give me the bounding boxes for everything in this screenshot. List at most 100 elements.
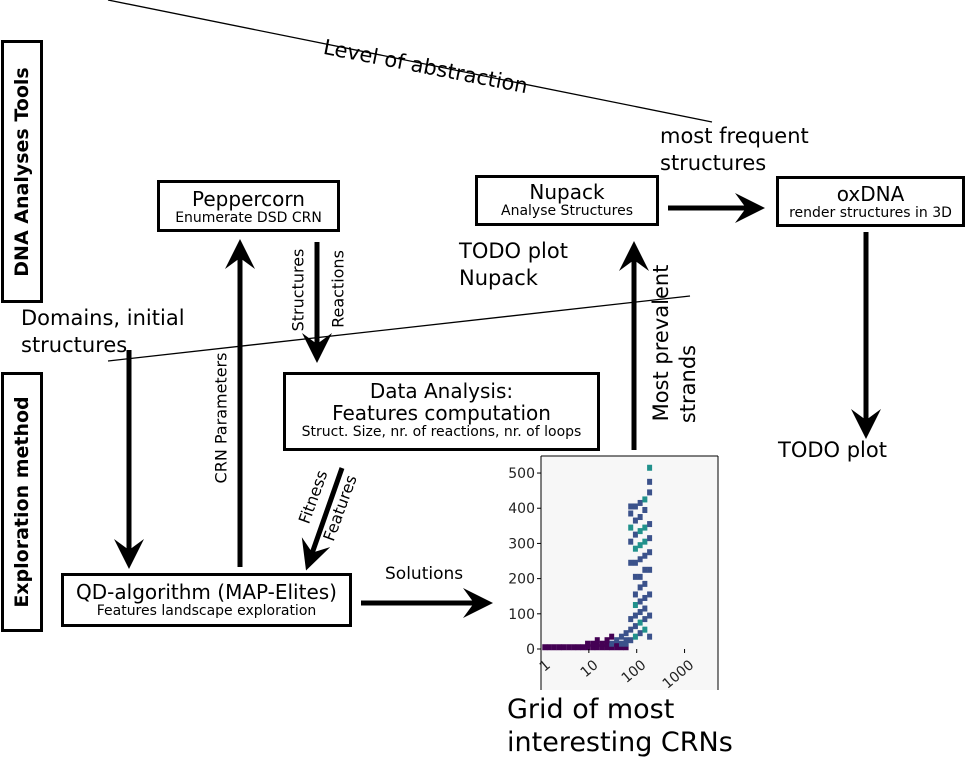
heatmap-cell [637, 619, 643, 626]
heatmap-cell [632, 612, 638, 619]
heatmap-cell [632, 633, 638, 640]
heatmap-cell [637, 573, 643, 580]
heatmap-cell [632, 531, 638, 538]
heatmap-cell [637, 598, 643, 605]
heatmap-cell [637, 556, 643, 563]
y-tick-label: 100 [508, 607, 535, 623]
y-tick-label: 200 [508, 572, 535, 588]
heatmap-cell [566, 644, 572, 651]
heatmap-cell [637, 584, 643, 591]
heatmap-cell [642, 506, 648, 513]
heatmap-cell [561, 644, 567, 651]
abstraction-line [107, 0, 713, 123]
heatmap-cell [637, 499, 643, 506]
heatmap-cell [642, 496, 648, 503]
heatmap-cell [585, 644, 591, 651]
heatmap-cell [632, 545, 638, 552]
heatmap-cell [609, 640, 615, 647]
heatmap-cell [647, 478, 653, 485]
heatmap-cell [623, 644, 629, 651]
heatmap-cell [642, 524, 648, 531]
heatmap-cell [628, 503, 634, 510]
heatmap-cell [571, 644, 577, 651]
oxdna-subtitle: render structures in 3D [789, 205, 952, 221]
heatmap-cell [546, 644, 552, 651]
y-tick-label: 500 [508, 466, 535, 482]
heatmap-cell [632, 517, 638, 524]
heatmap-cell [618, 640, 624, 647]
heatmap-cell [642, 580, 648, 587]
heatmap-cell [642, 605, 648, 612]
heatmap-cell [599, 640, 605, 647]
most-frequent-label-2: structures [660, 151, 767, 175]
heatmap-cell [594, 644, 600, 651]
heatmap-cell [632, 623, 638, 630]
heatmap-cell [556, 644, 562, 651]
heatmap-cell [647, 489, 653, 496]
y-tick-label: 0 [526, 642, 535, 658]
analysis-title-2: Features computation [332, 401, 551, 425]
heatmap-cell [604, 640, 610, 647]
heatmap-cell [585, 640, 591, 647]
heatmap-cell [623, 630, 629, 637]
heatmap-cell [637, 528, 643, 535]
heatmap-cell [614, 644, 620, 651]
heatmap-cell [580, 644, 586, 651]
heatmap-cell [623, 637, 629, 644]
heatmap-cell [632, 573, 638, 580]
peppercorn-box: Peppercorn Enumerate DSD CRN [157, 180, 340, 232]
heatmap-cell [642, 552, 648, 559]
heatmap-cell [623, 640, 629, 647]
heatmap-cell [628, 637, 634, 644]
nupack-subtitle: Analyse Structures [501, 203, 633, 219]
heatmap-cell [542, 644, 548, 651]
heatmap-cell [632, 503, 638, 510]
heatmap-cell [647, 566, 653, 573]
domains-label-1: Domains, initial [21, 306, 185, 330]
heatmap-cell [575, 644, 581, 651]
heatmap-cell [642, 594, 648, 601]
heatmap-cell [614, 637, 620, 644]
heatmap-cell [609, 644, 615, 651]
heatmap-cell [632, 591, 638, 598]
heatmap-cell [628, 626, 634, 633]
todo-nupack-label-1: TODO plot [459, 239, 568, 263]
heatmap-cell [637, 514, 643, 521]
solutions-label: Solutions [385, 564, 464, 584]
method-panel: Exploration method [1, 372, 43, 632]
tools-panel: DNA Analyses Tools [1, 40, 43, 303]
qd-title: QD-algorithm (MAP-Elites) [76, 580, 337, 604]
heatmap-cell [647, 464, 653, 471]
chart-plot-area [541, 456, 718, 690]
peppercorn-subtitle: Enumerate DSD CRN [175, 210, 322, 226]
heatmap-cell [632, 602, 638, 609]
heatmap-cell [647, 591, 653, 598]
y-tick-label: 400 [508, 501, 535, 517]
nupack-box: Nupack Analyse Structures [475, 175, 659, 226]
separator-line [107, 295, 691, 362]
todo-nupack-label-2: Nupack [459, 266, 538, 290]
heatmap-cell [628, 524, 634, 531]
heatmap-cell [647, 549, 653, 556]
heatmap-cell [628, 538, 634, 545]
oxdna-box: oxDNA render structures in 3D [776, 176, 965, 227]
heatmap-cell [551, 644, 557, 651]
heatmap-cell [632, 559, 638, 566]
nupack-title: Nupack [529, 180, 605, 204]
heatmap-cell [594, 640, 600, 647]
heatmap-cell [628, 616, 634, 623]
grid-label-1: Grid of most [507, 694, 675, 725]
heatmap-cell [590, 644, 596, 651]
heatmap-cell [618, 633, 624, 640]
heatmap-cell [647, 535, 653, 542]
heatmap-cell [599, 644, 605, 651]
heatmap-cell [609, 633, 615, 640]
oxdna-title: oxDNA [836, 182, 905, 206]
heatmap-cell [642, 566, 648, 573]
heatmap-cell [628, 510, 634, 517]
heatmap-cell [590, 640, 596, 647]
analysis-box: Data Analysis: Features computation Stru… [283, 372, 600, 451]
heatmap-cell [594, 637, 600, 644]
qd-box: QD-algorithm (MAP-Elites) Features lands… [61, 573, 352, 627]
